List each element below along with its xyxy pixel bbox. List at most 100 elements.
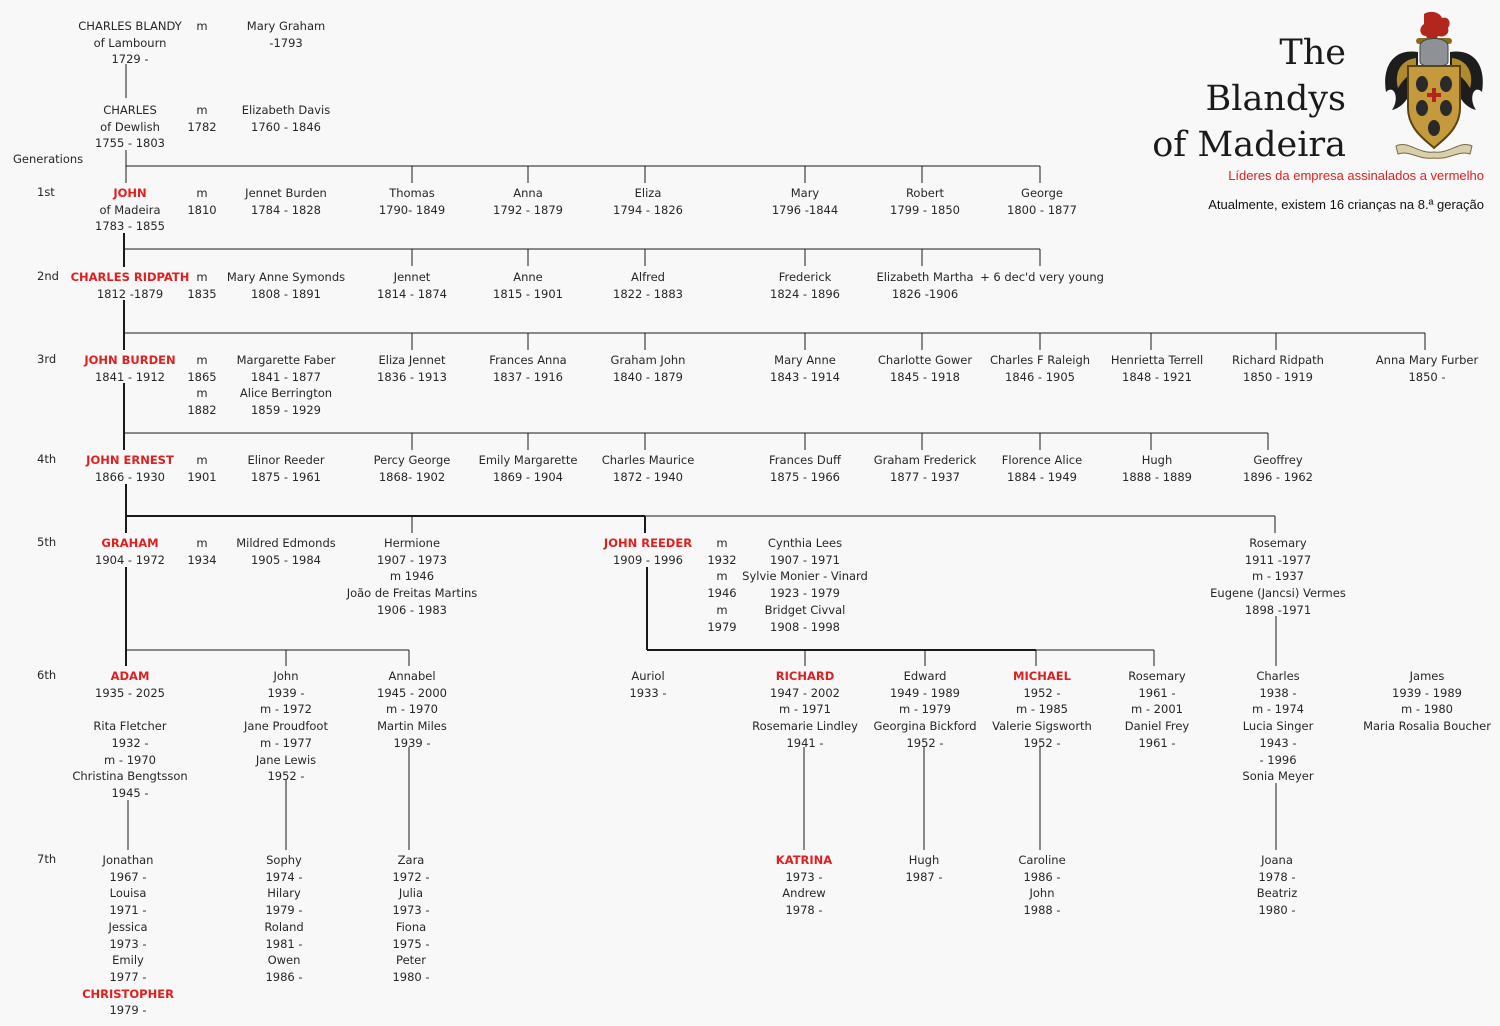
person-text: Eliza Jennet xyxy=(378,353,446,367)
person-text: Hugh xyxy=(1141,453,1173,467)
leader-name: CHRISTOPHER xyxy=(82,986,174,1001)
person-text: 1952 - xyxy=(906,735,944,750)
person-john-reeder: JOHN REEDER 1909 - 1996 xyxy=(604,535,692,568)
person-text: Charles F Raleigh xyxy=(989,353,1091,367)
person-graham-frederick: Graham Frederick 1877 - 1937 xyxy=(874,452,977,485)
person-text: Henrietta Terrell xyxy=(1110,353,1204,367)
person-robert: Robert 1799 - 1850 xyxy=(890,185,960,218)
person-text: Zara xyxy=(397,853,425,867)
person-text: 1796 -1844 xyxy=(771,202,839,217)
person-text: 1978 - xyxy=(785,903,823,918)
person-text: Frances Anna xyxy=(489,353,567,367)
person-anne: Anne 1815 - 1901 xyxy=(493,269,563,302)
person-text: João de Freitas Martins xyxy=(346,586,478,601)
title-line-1: The Blandys xyxy=(1205,33,1346,119)
person-text: m xyxy=(196,536,208,550)
person-text: 1972 - xyxy=(392,869,430,884)
title-line-2: of Madeira xyxy=(1152,125,1346,165)
person-text: 1967 - xyxy=(109,869,147,884)
person-text: 1947 - 2002 xyxy=(770,685,840,700)
person-text: Elizabeth Martha xyxy=(876,270,974,284)
person-text: 1866 - 1930 xyxy=(94,469,165,484)
person-jennet: Jennet 1814 - 1874 xyxy=(377,269,447,302)
person-mary: Mary 1796 -1844 xyxy=(772,185,838,218)
person-text: 1979 xyxy=(707,619,737,634)
person-text: 1843 - 1914 xyxy=(770,369,840,384)
person-text: Geoffrey xyxy=(1253,453,1303,467)
shield-charge-3 xyxy=(1416,100,1428,116)
leader-name: MICHAEL xyxy=(1013,669,1071,683)
person-text: m - 2001 xyxy=(1131,702,1183,717)
person-rosemary-5: Rosemary 1911 -1977 m - 1937 Eugene (Jancsi… xyxy=(1210,535,1346,619)
person-text: 1865 xyxy=(187,369,217,384)
person-text: 1850 - 1919 xyxy=(1243,369,1313,384)
person-text: Joana xyxy=(1261,853,1293,867)
person-text: 1898 -1971 xyxy=(1244,602,1312,617)
person-text: 1981 - xyxy=(265,936,303,951)
person-text: 1986 - xyxy=(265,969,303,984)
person-text: Hermione xyxy=(383,536,441,550)
person-text: 1933 - xyxy=(629,685,667,700)
person-text: 1905 - 1984 xyxy=(250,552,321,567)
person-text: Emily xyxy=(112,953,144,968)
person-rosemary-6: Rosemary 1961 -m - 2001 Daniel Frey 1961 - xyxy=(1125,668,1189,752)
person-text: 1794 - 1826 xyxy=(613,202,683,217)
leader-name: JOHN REEDER xyxy=(603,536,693,550)
person-text: Eugene (Jancsi) Vermes xyxy=(1210,586,1346,601)
person-text: 1952 - xyxy=(1023,735,1061,750)
person-graham-john: Graham John 1840 - 1879 xyxy=(611,352,686,385)
person-text: + 6 dec'd very young xyxy=(980,270,1104,284)
person-m-charles-ridpath: m 1835 xyxy=(187,269,216,302)
person-text: m xyxy=(196,19,208,33)
person-text: m - 1980 xyxy=(1401,702,1453,717)
person-text: 1935 - 2025 xyxy=(95,685,165,700)
person-text: 1952 - xyxy=(1023,685,1061,700)
person-edward-children: Hugh 1987 - xyxy=(905,852,942,885)
person-text: Jonathan xyxy=(102,853,154,867)
person-text: m xyxy=(716,602,728,617)
person-text: Richard Ridpath xyxy=(1232,353,1324,367)
person-annabel-children: Zara 1972 - Julia 1973 - Fiona 1975 - Peter 198… xyxy=(392,852,429,986)
person-text: Charles xyxy=(1256,669,1300,683)
person-text: 1988 - xyxy=(1023,903,1061,918)
person-text: 1760 - 1846 xyxy=(251,119,321,134)
person-text: 1822 - 1883 xyxy=(613,286,683,301)
person-text: Frederick xyxy=(778,270,832,284)
person-text: 1840 - 1879 xyxy=(612,369,683,384)
person-m-charles-blandy: m xyxy=(196,18,207,35)
person-text: John xyxy=(273,669,299,683)
person-text: Julia xyxy=(398,886,424,901)
person-text: 1941 - xyxy=(786,735,824,750)
person-cynthia-lees: Cynthia Lees 1907 - 1971 Sylvie Monier - V… xyxy=(742,535,868,635)
person-text: Fiona xyxy=(395,919,427,934)
person-text: 1978 - xyxy=(1258,869,1296,884)
person-text: 1939 - xyxy=(393,735,431,750)
person-text: 1783 - 1855 xyxy=(95,219,165,234)
person-text: 1875 - 1966 xyxy=(770,469,840,484)
person-text: Hugh xyxy=(908,853,940,867)
person-text: 1784 - 1828 xyxy=(251,202,321,217)
person-text: Owen xyxy=(267,953,301,968)
person-text: Cynthia Lees xyxy=(767,536,843,550)
person-text: 1868- 1902 xyxy=(378,469,446,484)
generation-label: 2nd xyxy=(37,269,59,283)
person-anna: Anna 1792 - 1879 xyxy=(493,185,563,218)
leaders-note: Líderes da empresa assinalados a vermelh… xyxy=(1228,168,1484,183)
person-edward: Edward 1949 - 1989 m - 1979 Georgina Bickfo… xyxy=(873,668,976,752)
person-text: Beatriz xyxy=(1256,886,1298,901)
person-geoffrey: Geoffrey 1896 - 1962 xyxy=(1243,452,1313,485)
person-text: Bridget Civval xyxy=(764,602,846,617)
leader-name: JOHN xyxy=(113,186,147,200)
person-thomas: Thomas 1790- 1849 xyxy=(379,185,445,218)
person-text: Graham John xyxy=(610,353,686,367)
person-text: 1945 - xyxy=(111,785,149,800)
person-text: m xyxy=(196,186,208,200)
person-mary-graham: Mary Graham -1793 xyxy=(247,18,325,51)
person-text: Lucia Singer xyxy=(1242,719,1314,734)
person-text: m - 1971 xyxy=(779,702,831,717)
person-text: Emily Margarette xyxy=(478,453,578,467)
person-text: Charlotte Gower xyxy=(877,353,973,367)
person-text: 1901 xyxy=(187,469,217,484)
person-charles-6: Charles 1938 - m - 1974 Lucia Singer 1943 - -… xyxy=(1242,668,1313,785)
person-text: m - 1979 xyxy=(899,702,951,717)
